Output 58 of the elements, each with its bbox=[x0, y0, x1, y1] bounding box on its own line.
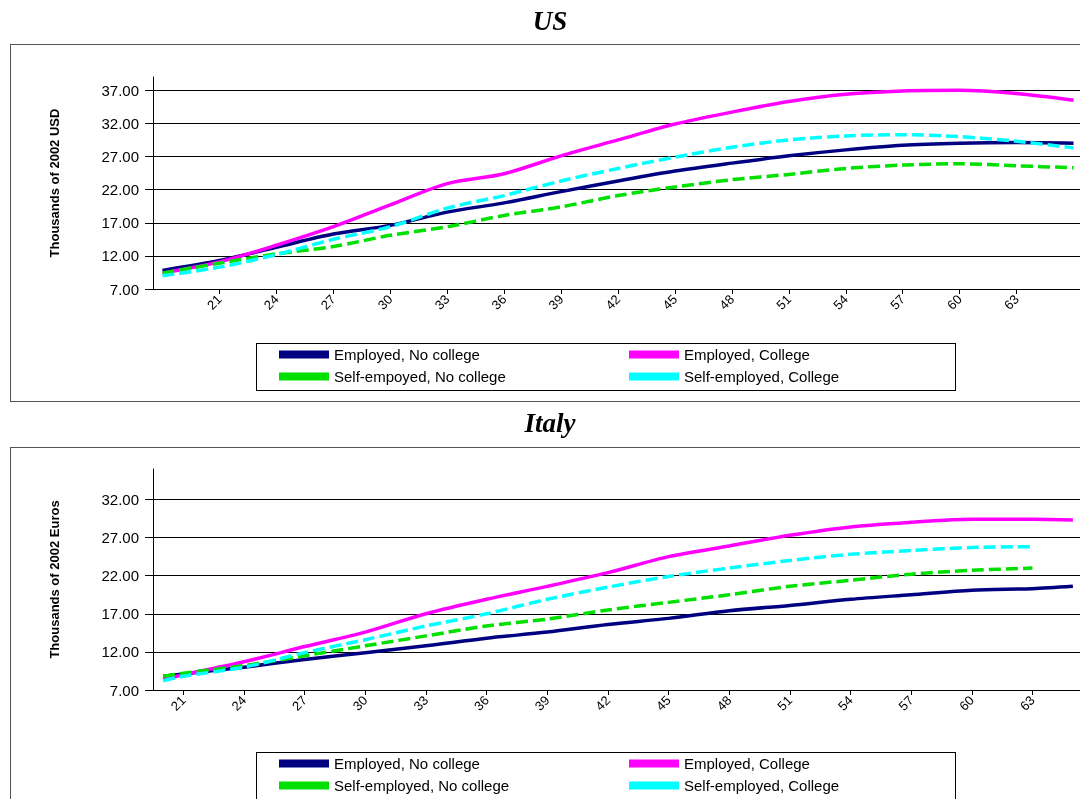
y-tick-label: 27.00 bbox=[101, 148, 139, 165]
x-tick-label: 45 bbox=[653, 692, 674, 714]
x-tick-label: 57 bbox=[895, 692, 917, 714]
x-tick-label: 51 bbox=[774, 692, 796, 714]
x-tick-label: 30 bbox=[349, 692, 371, 714]
legend-label: Self-employed, College bbox=[684, 368, 840, 385]
x-tick-label: 57 bbox=[887, 291, 908, 313]
x-tick-label: 54 bbox=[834, 692, 856, 714]
x-tick-label: 60 bbox=[944, 291, 965, 313]
x-tick-label: 27 bbox=[289, 692, 310, 714]
x-tick-label: 36 bbox=[471, 692, 492, 714]
x-tick-label: 21 bbox=[203, 291, 225, 313]
x-tick-label: 24 bbox=[260, 291, 282, 313]
x-tick-label: 24 bbox=[228, 692, 250, 714]
legend-label: Employed, College bbox=[684, 755, 810, 772]
x-tick-label: 42 bbox=[602, 291, 624, 313]
y-tick-label: 12.00 bbox=[101, 643, 139, 661]
x-tick-label: 39 bbox=[531, 692, 553, 714]
x-tick-label: 63 bbox=[1001, 291, 1022, 313]
line-series bbox=[161, 517, 1075, 682]
y-tick-label: 17.00 bbox=[101, 605, 139, 623]
chart-title: Italy bbox=[523, 408, 577, 439]
x-tick-label: 21 bbox=[167, 692, 189, 714]
y-tick-label: 37.00 bbox=[101, 81, 139, 99]
x-tick-label: 42 bbox=[592, 692, 614, 714]
x-tick-label: 30 bbox=[374, 291, 396, 313]
x-tick-label: 51 bbox=[773, 291, 795, 313]
chart-title: US bbox=[531, 6, 569, 37]
legend-label: Employed, College bbox=[684, 346, 810, 363]
x-tick-label: 33 bbox=[410, 692, 432, 714]
y-axis-title: Thousands of 2002 USD bbox=[47, 108, 62, 258]
y-tick-label: 7.00 bbox=[109, 280, 139, 298]
line-series bbox=[160, 162, 1076, 275]
x-tick-label: 60 bbox=[956, 692, 978, 714]
line-series bbox=[161, 566, 1035, 679]
y-tick-label: 32.00 bbox=[101, 490, 139, 508]
x-tick-label: 33 bbox=[431, 291, 453, 313]
x-tick-label: 48 bbox=[716, 291, 738, 313]
y-tick-label: 12.00 bbox=[101, 247, 139, 265]
x-tick-label: 45 bbox=[659, 291, 681, 313]
legend-label: Self-empoyed, No college bbox=[334, 368, 506, 385]
x-tick-label: 36 bbox=[488, 291, 510, 313]
y-axis-title: Thousands of 2002 Euros bbox=[47, 500, 62, 659]
y-tick-label: 27.00 bbox=[101, 529, 139, 547]
legend-label: Self-employed, College bbox=[684, 777, 840, 794]
y-tick-label: 7.00 bbox=[109, 681, 139, 699]
y-tick-label: 22.00 bbox=[101, 567, 139, 585]
x-tick-label: 48 bbox=[713, 692, 735, 714]
y-tick-label: 32.00 bbox=[101, 114, 139, 132]
x-tick-label: 39 bbox=[545, 291, 567, 313]
x-tick-label: 54 bbox=[830, 291, 852, 313]
x-tick-label: 63 bbox=[1016, 692, 1038, 714]
x-tick-label: 27 bbox=[317, 291, 339, 313]
legend-label: Self-employed, No college bbox=[334, 777, 510, 794]
legend-label: Employed, No college bbox=[334, 755, 480, 772]
y-tick-label: 22.00 bbox=[101, 181, 139, 199]
legend-label: Employed, No college bbox=[334, 346, 480, 363]
y-tick-label: 17.00 bbox=[101, 214, 139, 232]
